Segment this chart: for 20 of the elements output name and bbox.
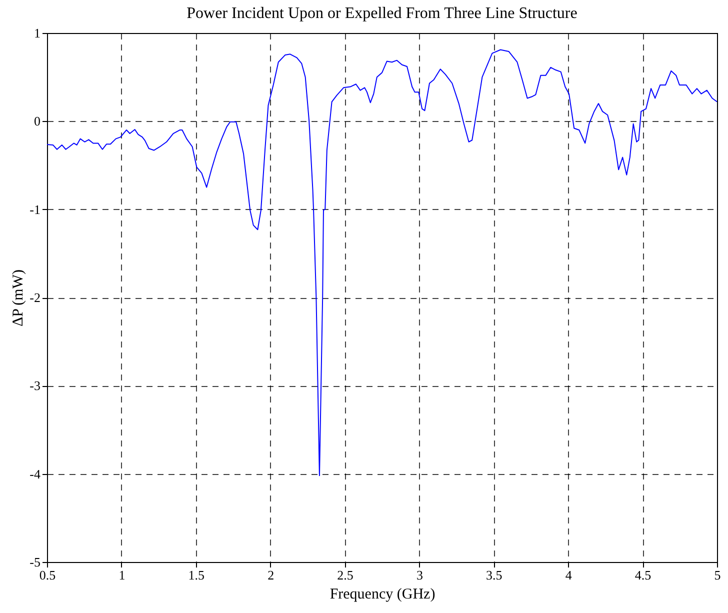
y-tick-label: -3 [30,378,40,394]
y-tick-label: -1 [30,202,40,217]
y-tick-label: -2 [30,290,40,305]
y-tick-label: -4 [30,466,41,482]
x-tick-label: 3.5 [486,568,502,582]
x-tick-label: 4.5 [634,568,652,582]
x-tick-label: 2.5 [337,568,354,582]
x-axis-title: Frequency (GHz) [330,586,436,602]
x-tick-label: 4 [565,568,572,582]
x-tick-label: 2 [268,568,274,582]
y-tick-label: 0 [34,114,40,129]
x-tick-label: 3 [416,568,423,582]
y-axis-title: ΔP (mW) [10,270,27,326]
y-tick-label: 1 [34,26,40,40]
y-tick-label: -5 [30,554,40,570]
x-tick-label: 1.5 [188,568,205,582]
x-tick-label: 1 [118,568,126,582]
x-tick-label: 5 [714,568,721,582]
chart-title: Power Incident Upon or Expelled From Three Line Structure [186,5,578,22]
x-tick-label: 0.5 [39,568,56,582]
